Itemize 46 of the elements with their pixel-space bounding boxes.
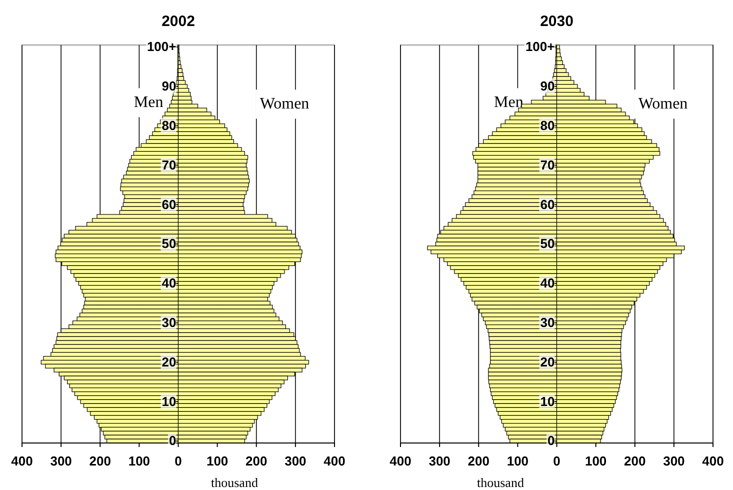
x-tick-label: 200 bbox=[468, 454, 490, 469]
y-tick-label: 70 bbox=[540, 157, 555, 172]
x-tick-label: 300 bbox=[284, 454, 306, 469]
y-tick-label: 80 bbox=[162, 118, 176, 133]
x-tick-label: 100 bbox=[206, 454, 228, 469]
chart-title: 2002 bbox=[162, 13, 195, 30]
series-label: Men bbox=[494, 94, 524, 112]
y-tick-label: 0 bbox=[169, 433, 176, 448]
y-tick-label: 40 bbox=[162, 276, 176, 291]
x-tick-label: 200 bbox=[89, 454, 111, 469]
y-tick-label: 70 bbox=[162, 157, 176, 172]
y-tick-label: 100+ bbox=[525, 39, 556, 54]
x-tick-label: 200 bbox=[246, 454, 268, 469]
x-tick-label: 100 bbox=[584, 454, 607, 469]
y-tick-label: 30 bbox=[540, 314, 555, 330]
text: Women bbox=[260, 96, 310, 113]
x-tick-label: 300 bbox=[50, 454, 72, 469]
y-tick-label: 10 bbox=[162, 394, 176, 409]
y-tick-label: 40 bbox=[540, 276, 555, 291]
y-tick-label: 100+ bbox=[146, 39, 177, 54]
x-tick-label: 200 bbox=[624, 454, 646, 469]
y-tick-label: 10 bbox=[540, 394, 555, 409]
series-label: Women bbox=[638, 96, 688, 113]
y-tick-label: 90 bbox=[540, 78, 555, 94]
y-tick-label: 60 bbox=[162, 196, 176, 212]
x-tick-label: 400 bbox=[390, 454, 412, 469]
x-tick-label: 100 bbox=[128, 454, 150, 469]
x-tick-label: 300 bbox=[663, 454, 685, 469]
x-axis-title: thousand bbox=[477, 475, 524, 490]
y-tick-label: 90 bbox=[162, 78, 176, 94]
series-label: Men bbox=[134, 94, 164, 112]
y-tick-label: 20 bbox=[162, 354, 176, 370]
y-tick-label: 50 bbox=[540, 236, 555, 252]
y-tick-label: 30 bbox=[162, 314, 176, 330]
y-tick-label: 80 bbox=[540, 118, 555, 133]
x-tick-label: 300 bbox=[428, 454, 450, 469]
y-tick-label: 20 bbox=[540, 354, 555, 370]
y-tick-label: 50 bbox=[162, 236, 176, 252]
x-tick-label: 400 bbox=[324, 454, 346, 469]
x-tick-label: 100 bbox=[506, 454, 529, 469]
y-tick-label: 0 bbox=[548, 433, 555, 448]
x-tick-label: 400 bbox=[11, 454, 33, 469]
y-tick-label: 60 bbox=[540, 196, 555, 212]
x-axis-title: thousand bbox=[211, 475, 258, 490]
x-tick-label: 400 bbox=[702, 454, 724, 469]
chart-title: 2030 bbox=[540, 13, 574, 30]
